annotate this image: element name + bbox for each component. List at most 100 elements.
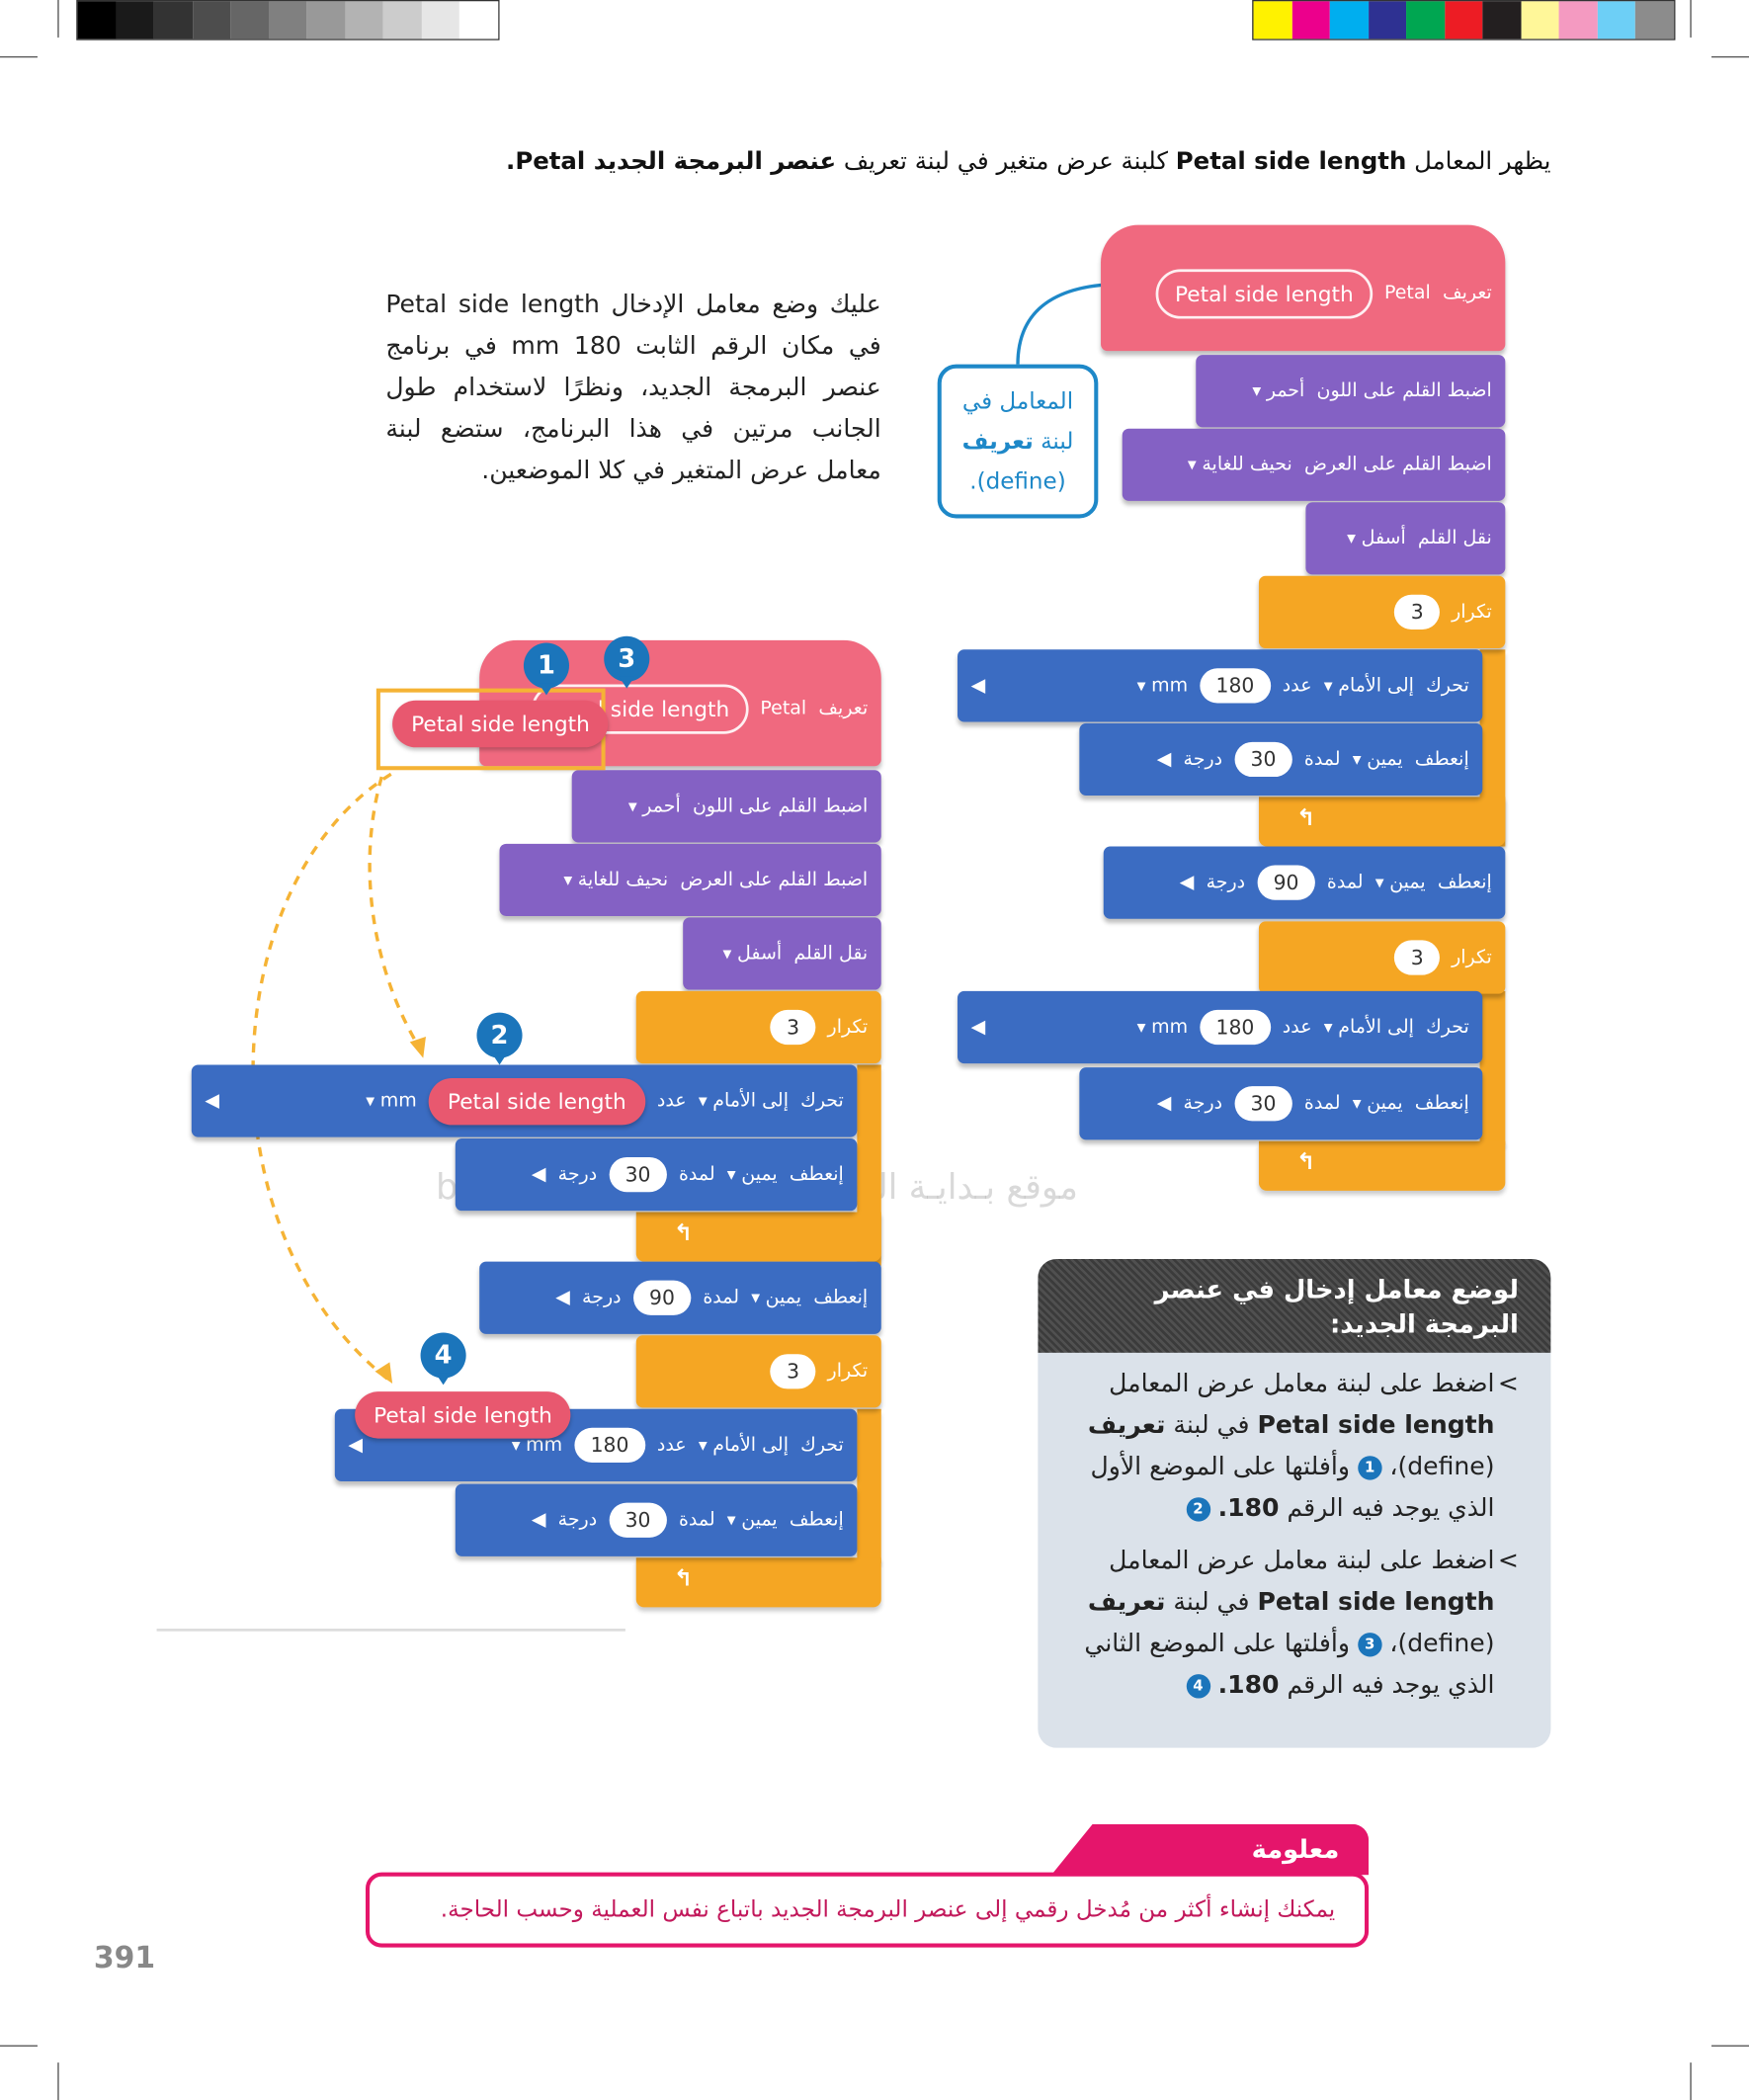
crop-mark: [57, 0, 59, 38]
block-token: نحيف للغاية: [563, 870, 668, 891]
block-token: نقل القلم: [793, 943, 869, 965]
callout-bold: تعريف: [961, 428, 1034, 456]
block-token: إنعطف: [1437, 872, 1492, 893]
drag-arrow: [368, 776, 424, 1052]
block-arrow: [1157, 1093, 1172, 1115]
code-block: إنعطف يمين لمدة 30 درجة: [455, 1137, 858, 1212]
block-token: يمين: [1375, 872, 1425, 893]
step-badge: 1: [1357, 1456, 1382, 1480]
step-text: وأفلتها على الموضع الأول الذي يوجد فيه ا…: [1090, 1453, 1495, 1523]
bold-text: 180.: [1217, 1671, 1280, 1700]
block-token: Petal: [1383, 282, 1431, 304]
block-token: 30: [609, 1502, 667, 1538]
callout-text: لبنة: [1041, 428, 1074, 456]
block-token: يمين: [727, 1164, 777, 1186]
block-arrow: [971, 1017, 986, 1039]
step: اضغط على لبنة معامل عرض المعامل Petal si…: [1038, 1541, 1550, 1707]
code-block: نقل القلم أسفل: [683, 917, 881, 990]
block-arrow: [971, 675, 986, 697]
block-token: إنعطف: [1414, 1092, 1469, 1115]
block-token: mm: [512, 1435, 562, 1457]
block-token: 30: [609, 1156, 667, 1193]
block-token: إلى الأمام: [699, 1435, 789, 1457]
step-text: وأفلتها على الموضع الثاني الذي يوجد فيه …: [1084, 1630, 1495, 1700]
block-token: عدد: [656, 1434, 687, 1457]
block-token: Petal side length: [428, 1077, 645, 1125]
code-block: تحرك إلى الأمام عدد 180 mm: [958, 990, 1483, 1064]
block-token: لمدة: [678, 1163, 715, 1186]
step-text: في لبنة: [1173, 1411, 1250, 1440]
step-text: (define)،: [1389, 1630, 1495, 1658]
block-arrow: [348, 1435, 363, 1457]
block-token: إلى الأمام: [1324, 675, 1414, 697]
block-token: درجة: [1206, 872, 1246, 893]
crop-mark: [1690, 0, 1692, 38]
callout-text: المعامل في: [961, 388, 1074, 416]
drag-arrow: [251, 772, 392, 1382]
code-block: اضبط القلم على اللون أحمر: [571, 770, 881, 843]
block-token: mm: [1137, 675, 1188, 697]
block-token: درجة: [557, 1163, 598, 1186]
block-token: تعريف: [1442, 282, 1492, 304]
block-arrow: [532, 1164, 546, 1186]
block-token: 30: [1234, 1086, 1292, 1122]
block-arrow: [1180, 872, 1195, 893]
block-token: يمين: [727, 1509, 777, 1531]
block-token: 3: [770, 1009, 816, 1046]
block-token: mm: [1137, 1017, 1188, 1039]
block-token: عدد: [656, 1090, 687, 1112]
block-token: تحرك: [1426, 675, 1469, 697]
block-token: تكرار: [1452, 601, 1492, 624]
text: كلبنة عرض متغير في لبنة تعريف: [843, 147, 1168, 176]
block-token: نحيف للغاية: [1188, 454, 1291, 475]
bold-text: تعريف: [1087, 1588, 1166, 1617]
block-token: اضبط القلم على العرض: [1303, 454, 1492, 476]
intro-text: يظهر المعامل Petal side length كلبنة عرض…: [346, 147, 1551, 175]
bold-text: Petal side length: [1175, 147, 1407, 176]
block-token: لمدة: [1303, 1092, 1341, 1115]
block-token: 3: [1394, 594, 1440, 630]
page-number: 391: [93, 1942, 156, 1976]
crop-mark: [1690, 2062, 1692, 2100]
step-badge: 2: [1186, 1497, 1210, 1522]
code-block: إنعطف يمين لمدة 90 درجة: [479, 1261, 881, 1334]
block-token: 90: [632, 1280, 692, 1315]
step: اضغط على لبنة معامل عرض المعامل Petal si…: [1038, 1364, 1550, 1530]
code-block: إنعطف يمين لمدة 30 درجة: [455, 1483, 858, 1556]
block-token: 180: [574, 1427, 645, 1463]
instructions-box: لوضع معامل إدخال في عنصر البرمجة الجديد:…: [1038, 1258, 1551, 1748]
bold-text: Petal side length: [1257, 1411, 1495, 1440]
block-token: 3: [1394, 940, 1440, 975]
block-token: أحمر: [628, 796, 680, 817]
repeat-end: [635, 1212, 881, 1262]
block-token: تكرار: [827, 1360, 869, 1383]
block-token: تحرك: [800, 1090, 844, 1112]
block-token: لمدة: [678, 1509, 715, 1532]
code-block: اضبط القلم على اللون أحمر: [1196, 355, 1506, 428]
arrowhead: [375, 1362, 393, 1385]
code-block: تكرار 3: [1258, 575, 1506, 648]
crop-mark: [0, 2045, 38, 2047]
code-block: تحرك إلى الأمام عدد Petal side length mm: [191, 1064, 858, 1137]
block-token: إنعطف: [813, 1287, 869, 1309]
step-badge: 2: [476, 1012, 523, 1065]
crop-mark: [0, 55, 38, 58]
steps: اضغط على لبنة معامل عرض المعامل Petal si…: [1038, 1364, 1550, 1707]
repeat-arm: [1479, 990, 1506, 1145]
code-block: اضبط القلم على العرض نحيف للغاية: [499, 843, 881, 917]
paragraph: عليك وضع معامل الإدخال Petal side length…: [385, 291, 881, 485]
block-token: يمين: [1353, 1093, 1402, 1115]
step-badge: 1: [523, 642, 569, 696]
block-token: إنعطف: [1414, 748, 1469, 771]
callout-text: (define).: [969, 468, 1066, 496]
step-text: اضغط على لبنة معامل عرض المعامل: [1109, 1547, 1495, 1575]
block-token: اضبط القلم على اللون: [692, 796, 869, 817]
info-title: معلومة: [1050, 1823, 1370, 1876]
block-token: إلى الأمام: [1324, 1017, 1414, 1039]
code-block: تكرار 3: [635, 990, 881, 1064]
block-token: mm: [366, 1090, 417, 1112]
block-token: إنعطف: [789, 1509, 844, 1532]
block-token: Petal side length: [1156, 268, 1373, 318]
bold-text: Petal side length: [1257, 1588, 1495, 1617]
